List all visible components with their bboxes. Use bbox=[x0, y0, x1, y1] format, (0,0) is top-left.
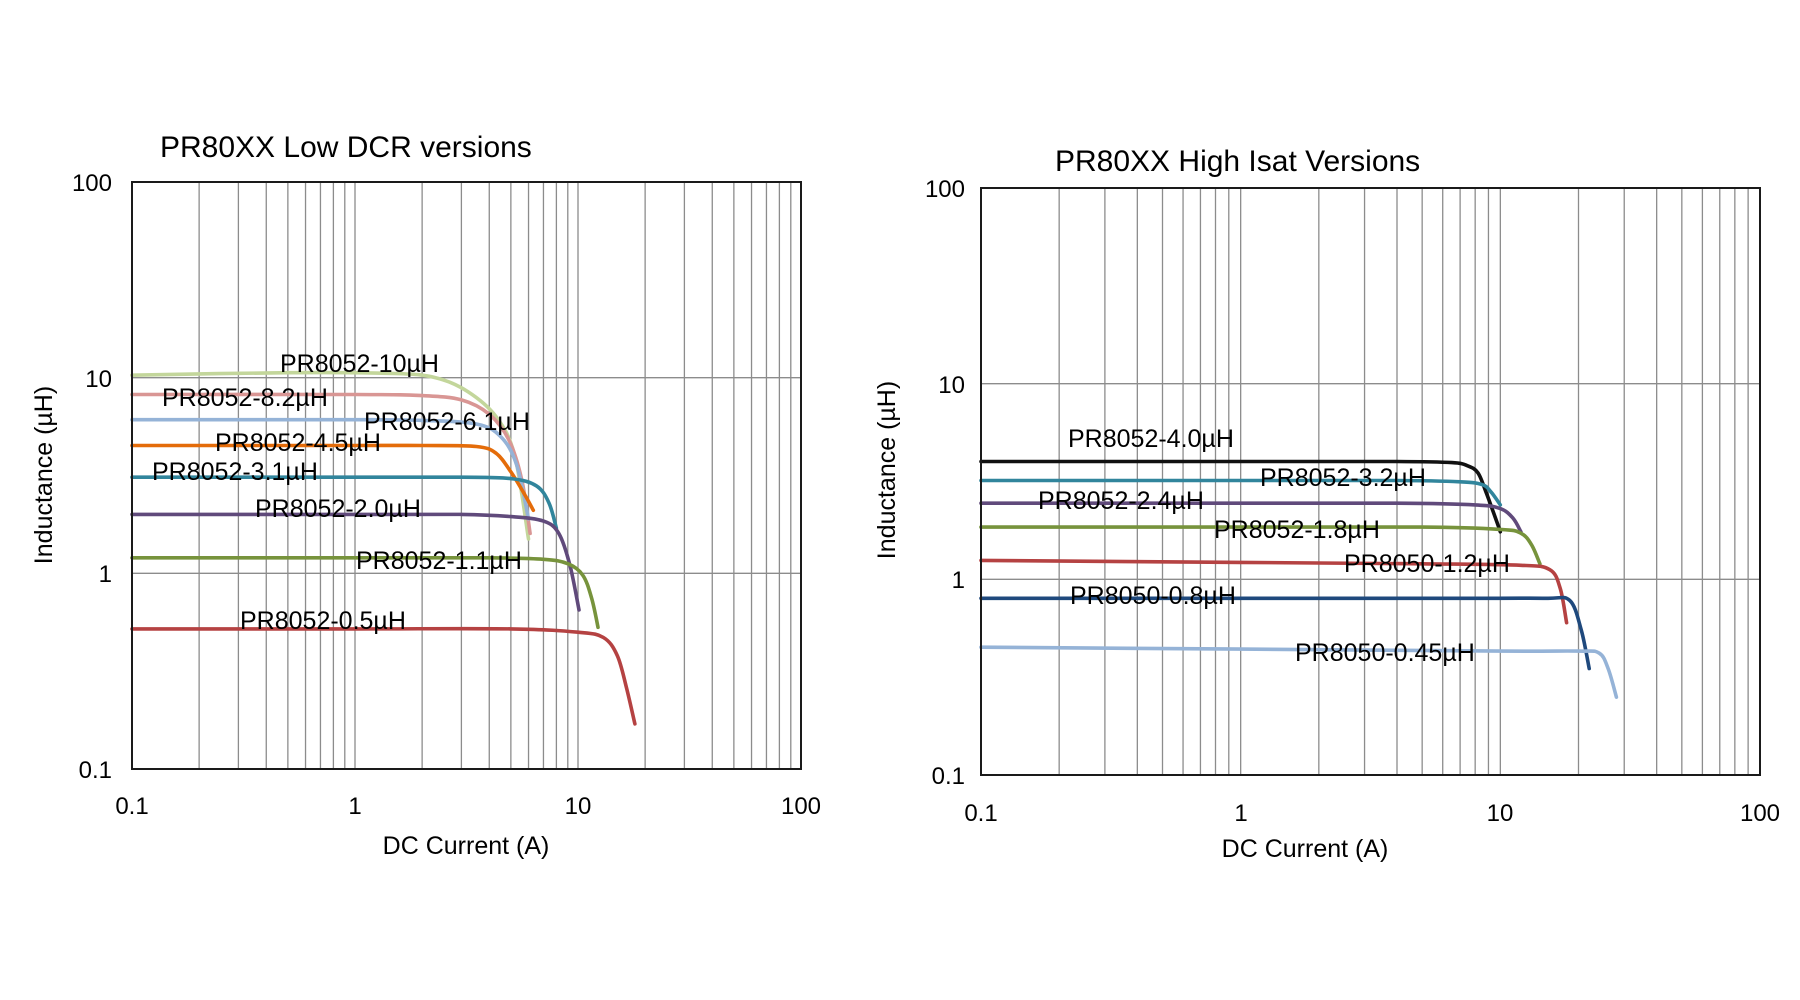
y-tick-label: 100 bbox=[72, 170, 112, 197]
series-line-pr8052-6-1uh bbox=[130, 417, 531, 521]
y-tick-label: 100 bbox=[925, 176, 965, 203]
x-tick-label: 0.1 bbox=[964, 800, 997, 827]
series-label-pr8052-3-2uh: PR8052-3.2µH bbox=[1260, 464, 1426, 492]
series-line-pr8050-0-8uh bbox=[979, 595, 1591, 671]
x-tick-label: 1 bbox=[1234, 800, 1247, 827]
x-axis-label: DC Current (A) bbox=[1222, 835, 1389, 863]
series-line-pr8052-3-1uh bbox=[130, 475, 559, 530]
series-line-pr8052-3-2uh bbox=[979, 478, 1503, 507]
series-lines bbox=[130, 370, 637, 726]
series-line-pr8052-1-8uh bbox=[979, 525, 1542, 566]
series-label-pr8052-1-1uh: PR8052-1.1µH bbox=[356, 547, 522, 575]
chart-low-dcr: PR80XX Low DCR versions 100 10 1 0.1 0.1… bbox=[30, 131, 821, 860]
series-labels: PR8052-10µH PR8052-8.2µH PR8052-6.1µH PR… bbox=[152, 350, 530, 635]
series-line-pr8052-4-5uh bbox=[130, 443, 536, 513]
series-label-pr8050-1-2uh: PR8050-1.2µH bbox=[1344, 550, 1510, 578]
x-tick-labels: 0.1 1 10 100 bbox=[115, 793, 821, 820]
series-lines bbox=[979, 459, 1619, 699]
series-line-pr8052-4-0uh bbox=[979, 459, 1503, 534]
y-tick-label: 1 bbox=[952, 567, 965, 594]
series-label-pr8052-2-4uh: PR8052-2.4µH bbox=[1038, 487, 1204, 515]
series-label-pr8050-0-8uh: PR8050-0.8µH bbox=[1070, 582, 1236, 610]
series-label-pr8052-10uh: PR8052-10µH bbox=[280, 350, 439, 378]
series-line-pr8052-0-5uh bbox=[130, 626, 637, 726]
series-label-pr8052-2-0uh: PR8052-2.0µH bbox=[255, 495, 421, 523]
y-axis-label: Inductance (µH) bbox=[30, 386, 58, 564]
x-tick-label: 0.1 bbox=[115, 793, 148, 820]
series-label-pr8052-3-1uh: PR8052-3.1µH bbox=[152, 458, 318, 486]
series-label-pr8050-0-45uh: PR8050-0.45µH bbox=[1295, 639, 1475, 667]
x-tick-labels: 0.1 1 10 100 bbox=[964, 800, 1780, 827]
chart-title: PR80XX High Isat Versions bbox=[1055, 145, 1420, 178]
series-line-pr8050-1-2uh bbox=[979, 558, 1569, 625]
x-axis-label: DC Current (A) bbox=[383, 832, 550, 860]
series-line-pr8052-2-0uh bbox=[130, 512, 581, 612]
series-label-pr8052-4-5uh: PR8052-4.5µH bbox=[215, 429, 381, 457]
series-line-pr8050-0-45uh bbox=[979, 645, 1619, 699]
chart-title: PR80XX Low DCR versions bbox=[160, 131, 532, 164]
y-tick-labels: 100 10 1 0.1 bbox=[925, 176, 965, 790]
series-label-pr8052-8-2uh: PR8052-8.2µH bbox=[162, 384, 328, 412]
y-tick-label: 1 bbox=[99, 561, 112, 588]
series-label-pr8052-0-5uh: PR8052-0.5µH bbox=[240, 607, 406, 635]
series-label-pr8052-6-1uh: PR8052-6.1µH bbox=[364, 408, 530, 436]
series-line-pr8052-1-1uh bbox=[130, 555, 600, 630]
x-tick-label: 100 bbox=[1740, 800, 1780, 827]
x-tick-label: 10 bbox=[565, 793, 592, 820]
series-line-pr8052-2-4uh bbox=[979, 501, 1523, 534]
y-axis-label: Inductance (µH) bbox=[873, 381, 901, 559]
x-tick-label: 100 bbox=[781, 793, 821, 820]
series-labels: PR8052-4.0µH PR8052-3.2µH PR8052-2.4µH P… bbox=[1038, 425, 1510, 667]
x-tick-label: 10 bbox=[1487, 800, 1514, 827]
y-tick-label: 0.1 bbox=[79, 757, 112, 784]
series-label-pr8052-4-0uh: PR8052-4.0µH bbox=[1068, 425, 1234, 453]
x-tick-label: 1 bbox=[348, 793, 361, 820]
y-tick-labels: 100 10 1 0.1 bbox=[72, 170, 112, 784]
y-tick-label: 0.1 bbox=[932, 763, 965, 790]
y-tick-label: 10 bbox=[938, 372, 965, 399]
series-label-pr8052-1-8uh: PR8052-1.8µH bbox=[1214, 516, 1380, 544]
chart-high-isat: PR80XX High Isat Versions 100 10 1 0.1 0… bbox=[873, 145, 1780, 863]
plot-frame bbox=[980, 187, 1761, 776]
y-tick-label: 10 bbox=[85, 366, 112, 393]
plot-frame bbox=[131, 181, 802, 770]
